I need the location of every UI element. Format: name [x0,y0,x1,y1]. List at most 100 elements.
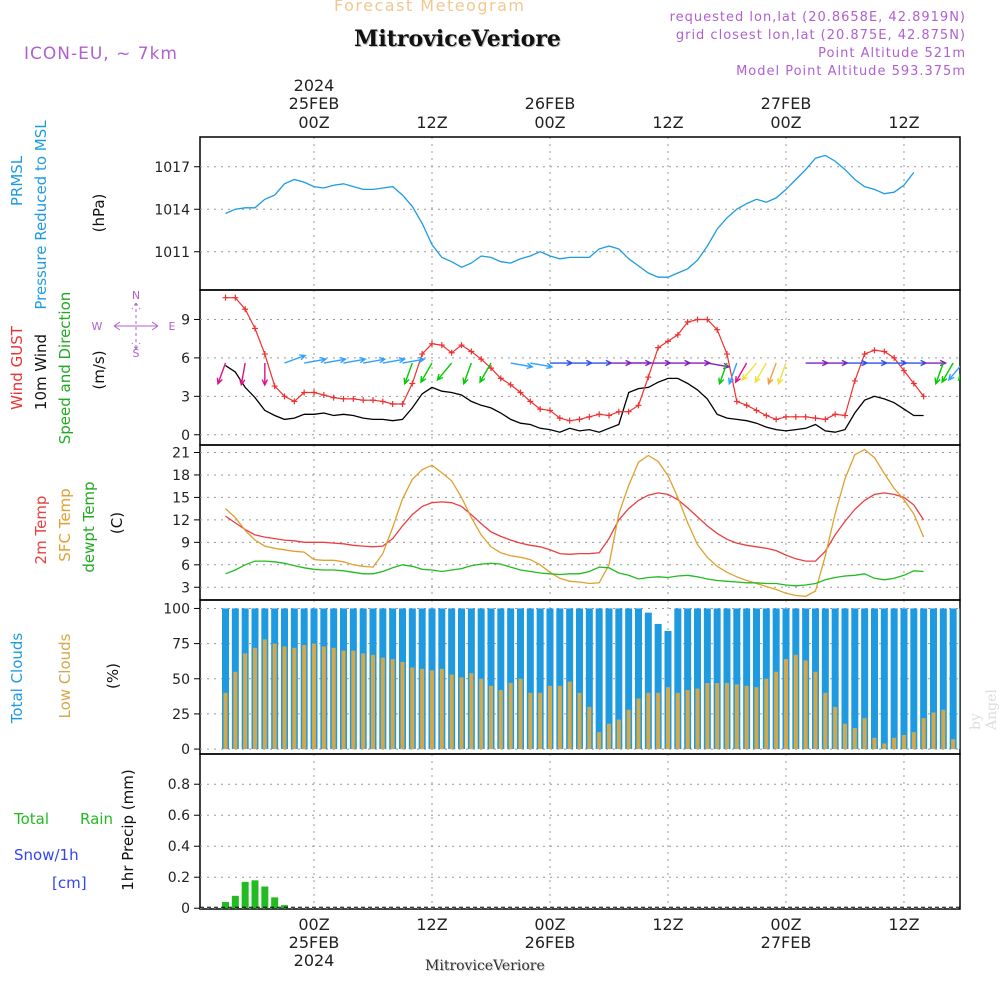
total-cloud-bar [900,608,908,750]
low-cloud-bar [705,682,710,750]
total-cloud-bar [526,608,534,750]
wind-direction-arrow [589,359,613,367]
total-cloud-bar [861,608,869,750]
wind-direction-arrow [934,362,944,386]
total-cloud-bar [920,608,928,750]
bottom-hour-label: 00Z [534,915,565,934]
low-cloud-bar [892,737,897,750]
low-cloud-bar [469,673,474,750]
cloud-tick-label: 25 [172,707,190,723]
wind-gust-marker [458,342,465,349]
wind-direction-arrow [667,359,692,367]
top-date-label: 26FEB [525,94,576,113]
top-hour-label: 00Z [770,113,801,132]
wind-gust-marker [674,331,681,338]
wind-gust-marker [723,351,730,358]
temp-tick-label: 6 [181,558,190,574]
low-cloud-bar [272,643,277,750]
wind-ylabel-gust: Wind GUST [8,325,26,410]
wind-gust-marker [596,411,603,418]
wind-gust-marker [271,383,278,390]
wind-direction-arrow [864,359,889,367]
low-cloud-bar [675,692,680,750]
low-cloud-bar [518,678,523,750]
footer-station: MitroviceVeriore [425,958,545,974]
wind-tick-label: 3 [181,389,190,405]
wind-gust-marker [605,412,612,419]
low-cloud-bar [646,692,651,750]
low-cloud-bar [911,732,916,750]
legend-total: Total [13,810,49,828]
precip-tick-label: 0.6 [168,808,190,824]
legend-rain: Rain [80,810,113,828]
wind-direction-arrow [777,362,787,386]
low-cloud-bar [547,685,552,750]
wind-gust-marker [733,398,740,405]
low-cloud-bar [616,719,621,750]
low-cloud-bar [823,692,828,750]
low-cloud-bar [971,742,975,749]
wind-gust-marker [763,412,770,419]
wind-direction-arrow [957,373,960,382]
wind-gust-marker [556,415,563,422]
total-cloud-bar [222,608,230,750]
wind-gust-marker [419,351,426,358]
low-cloud-bar [538,692,543,750]
wind-direction-arrow [323,356,348,364]
total-cloud-bar [752,608,760,750]
point-altitude: Point Altitude 521m [818,46,966,61]
bottom-hour-label: 12Z [888,915,919,934]
legend-snow: Snow/1h [14,846,79,864]
bottom-year-label: 2024 [294,951,335,970]
requested-coords: requested lon,lat (20.8658E, 42.8919N) [669,10,966,25]
temp-tick-label: 15 [172,490,190,506]
total-cloud-bar [487,608,495,750]
wind-gust-marker [655,344,662,351]
wind-gust-marker [910,380,917,387]
wind-gust-marker [546,407,553,414]
wind-direction-arrow [549,359,574,367]
wind-direction-arrow [363,356,387,364]
low-cloud-bar [744,685,749,750]
low-cloud-bar [223,692,228,750]
low-cloud-bar [439,668,444,750]
total-cloud-bar [605,608,613,750]
wind-gust-marker [399,401,406,408]
wind-gust-marker [428,340,435,347]
wind-gust-marker [625,408,632,415]
wind-gust-marker [782,413,789,420]
wind-tick-label: 9 [181,312,190,328]
wind-direction-arrow [261,363,269,387]
low-cloud-bar [803,660,808,750]
wind-gust-marker [291,398,298,405]
low-cloud-bar [262,639,267,750]
low-cloud-bar [528,692,533,750]
wind-gust-marker [281,393,288,400]
low-cloud-bar [656,692,661,750]
total-cloud-bar [585,608,593,750]
low-cloud-bar [981,741,985,749]
low-cloud-bar [764,678,769,750]
cloud-tick-label: 100 [163,601,190,617]
wind-gust-marker [311,389,317,396]
wind-direction-arrow [628,359,653,367]
low-cloud-bar [302,645,307,750]
pressure-ylabel-1: PRMSL [8,155,26,206]
temp-ylabel-sfc: SFC Temp [56,488,74,561]
total-cloud-bar [831,608,839,750]
low-cloud-bar [665,687,670,750]
total-cloud-bar [841,608,849,750]
low-cloud-bar [695,688,700,750]
wind-direction-arrow [479,362,492,384]
precip-bar [251,880,259,909]
pressure-ylabel-unit: (hPa) [90,194,108,233]
compass-w: W [92,320,103,333]
total-cloud-bar [615,608,623,750]
low-cloud-bar [410,667,415,750]
wind-gust-marker [497,375,504,382]
wind-direction-arrow [510,362,534,370]
top-hour-label: 00Z [534,113,565,132]
compass-n: N [132,289,140,302]
low-cloud-bar [842,723,847,750]
